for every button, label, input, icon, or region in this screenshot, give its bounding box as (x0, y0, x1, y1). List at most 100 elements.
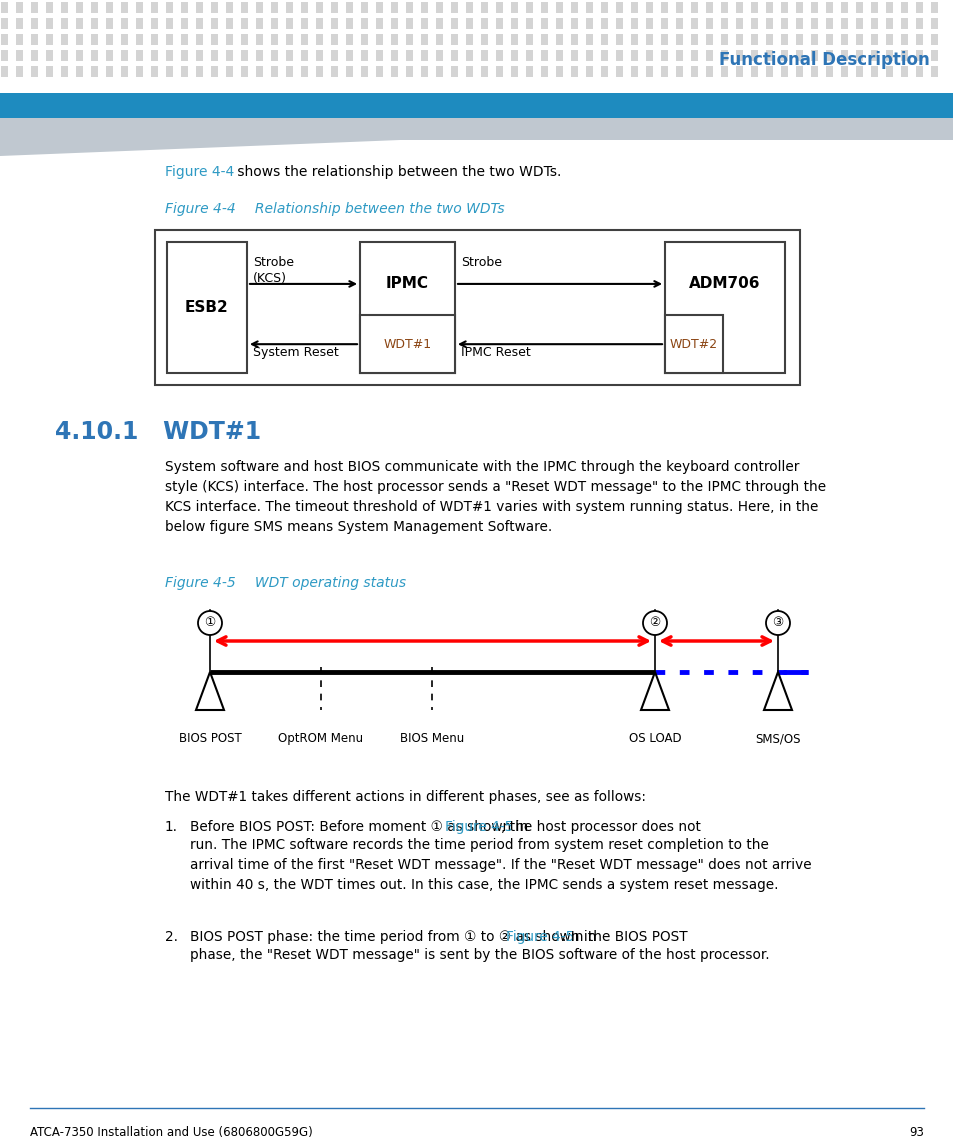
Bar (660, 66, 667, 77)
Text: BIOS POST: BIOS POST (178, 732, 241, 745)
Bar (406, 34, 413, 45)
Bar (571, 2, 578, 13)
Text: Relationship between the two WDTs: Relationship between the two WDTs (233, 202, 504, 216)
Text: IPMC: IPMC (386, 276, 429, 292)
Bar (346, 66, 353, 77)
Bar (76, 66, 83, 77)
Bar (241, 66, 248, 77)
Bar (676, 66, 682, 77)
Bar (166, 66, 172, 77)
Bar (616, 66, 622, 77)
Bar (571, 34, 578, 45)
Bar (136, 34, 143, 45)
Bar (406, 2, 413, 13)
Bar (480, 2, 488, 13)
Bar (211, 18, 218, 29)
Text: ESB2: ESB2 (185, 300, 229, 315)
Bar (76, 18, 83, 29)
Bar (255, 2, 263, 13)
Text: ATCA-7350 Installation and Use (6806800G59G): ATCA-7350 Installation and Use (6806800G… (30, 1126, 313, 1139)
Bar (825, 34, 832, 45)
Circle shape (198, 611, 222, 635)
Bar (16, 2, 23, 13)
Bar (676, 18, 682, 29)
Bar (271, 50, 277, 61)
Bar (630, 2, 638, 13)
Bar (630, 18, 638, 29)
Bar (286, 66, 293, 77)
Text: (KCS): (KCS) (253, 273, 287, 285)
Bar (391, 34, 397, 45)
Bar (915, 66, 923, 77)
Bar (465, 34, 473, 45)
Bar (61, 18, 68, 29)
Bar (181, 2, 188, 13)
Bar (167, 242, 247, 373)
Bar (106, 34, 112, 45)
Bar (870, 50, 877, 61)
Bar (540, 66, 547, 77)
Bar (915, 18, 923, 29)
Bar (151, 18, 158, 29)
Bar (735, 2, 742, 13)
Bar (585, 34, 593, 45)
Bar (16, 18, 23, 29)
Bar (241, 34, 248, 45)
Bar (346, 18, 353, 29)
Text: . In the BIOS POST: . In the BIOS POST (561, 930, 687, 943)
Bar (660, 2, 667, 13)
Bar (915, 34, 923, 45)
Bar (30, 18, 38, 29)
Text: System Reset: System Reset (253, 346, 338, 358)
Text: phase, the "Reset WDT message" is sent by the BIOS software of the host processo: phase, the "Reset WDT message" is sent b… (190, 948, 769, 962)
Bar (301, 50, 308, 61)
Bar (630, 34, 638, 45)
Bar (720, 66, 727, 77)
Bar (286, 18, 293, 29)
Bar (841, 2, 847, 13)
Bar (556, 18, 562, 29)
Text: BIOS Menu: BIOS Menu (399, 732, 464, 745)
Bar (420, 2, 428, 13)
Bar (46, 34, 53, 45)
Bar (271, 66, 277, 77)
Bar (16, 34, 23, 45)
Bar (211, 50, 218, 61)
Bar (885, 50, 892, 61)
Bar (331, 50, 337, 61)
Bar (720, 2, 727, 13)
Text: Figure 4-5: Figure 4-5 (165, 576, 235, 590)
Bar (346, 34, 353, 45)
Bar (900, 66, 907, 77)
Bar (720, 18, 727, 29)
Bar (315, 34, 323, 45)
Bar (600, 34, 607, 45)
Bar (106, 50, 112, 61)
Bar (511, 34, 517, 45)
Bar (360, 18, 368, 29)
Bar (331, 18, 337, 29)
Bar (301, 18, 308, 29)
Bar (496, 66, 502, 77)
Bar (106, 66, 112, 77)
Bar (136, 66, 143, 77)
Bar (420, 50, 428, 61)
Bar (720, 50, 727, 61)
Bar (166, 34, 172, 45)
Bar (30, 50, 38, 61)
Bar (496, 50, 502, 61)
Bar (391, 66, 397, 77)
Polygon shape (640, 672, 668, 710)
Bar (705, 50, 712, 61)
Bar (271, 18, 277, 29)
Bar (750, 34, 758, 45)
Bar (795, 2, 802, 13)
Bar (630, 50, 638, 61)
Bar (391, 2, 397, 13)
Text: WDT#2: WDT#2 (669, 338, 718, 350)
Bar (870, 18, 877, 29)
Bar (480, 66, 488, 77)
Bar (106, 2, 112, 13)
Bar (855, 66, 862, 77)
Bar (241, 50, 248, 61)
